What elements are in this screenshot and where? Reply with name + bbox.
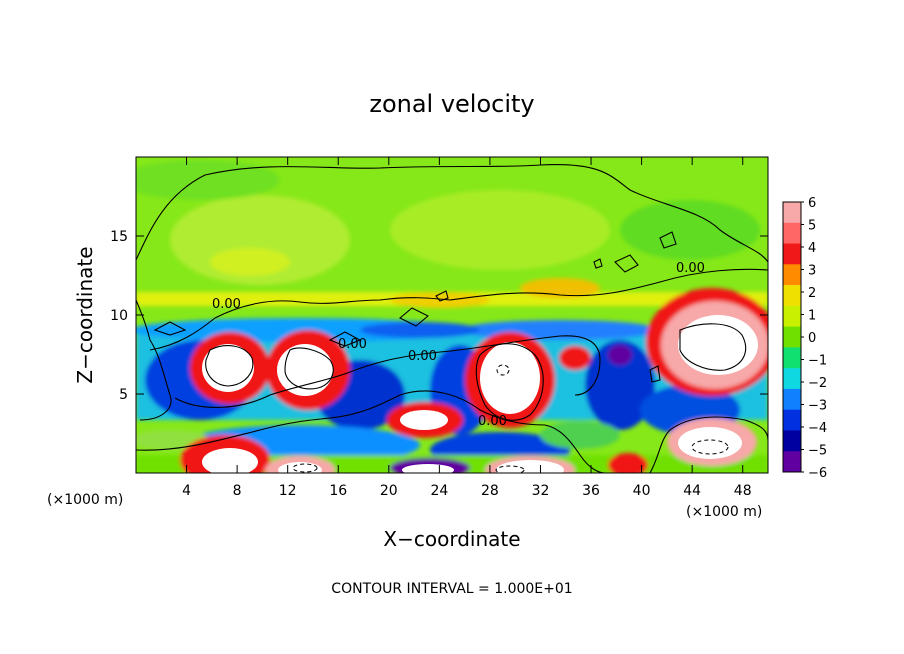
x-axis: 4 8 12 16 20 24 28 32 36 40 44 48 [182, 157, 752, 499]
colorbar-swatch [783, 368, 801, 390]
plot-area: 0.00 0.00 0.00 0.00 0.00 [136, 157, 768, 473]
x-tick-label: 36 [582, 483, 600, 499]
colorbar-swatch [783, 285, 801, 307]
x-tick-label: 24 [430, 483, 448, 499]
x-axis-label: X−coordinate [383, 527, 520, 551]
contour-interval-note: CONTOUR INTERVAL = 1.000E+01 [331, 581, 572, 597]
x-tick-label: 32 [532, 483, 550, 499]
colorbar-label: −5 [808, 444, 827, 459]
y-tick-label: 15 [110, 229, 128, 245]
x-tick-label: 28 [481, 483, 499, 499]
colorbar-swatch [783, 222, 801, 245]
contour-label: 0.00 [478, 414, 507, 429]
chart-title: zonal velocity [369, 90, 534, 118]
colorbar-swatch [783, 388, 801, 411]
colorbar-swatch [783, 347, 801, 369]
x-tick-label: 16 [329, 483, 347, 499]
colorbar-label: 6 [808, 196, 816, 211]
colorbar-label: −2 [808, 376, 827, 391]
colorbar-swatch [783, 326, 801, 348]
contour-label: 0.00 [408, 349, 437, 364]
colorbar-label: −6 [808, 466, 827, 481]
contour-label: 0.00 [338, 337, 367, 352]
colorbar: 6 5 4 3 2 1 0 −1 −2 −3 −4 −5 −6 [782, 196, 827, 481]
colorbar-swatch [783, 243, 801, 265]
x-tick-label: 12 [279, 483, 297, 499]
colorbar-swatch [783, 202, 801, 224]
x-tick-label: 44 [683, 483, 701, 499]
colorbar-label: 0 [808, 331, 816, 346]
x-tick-label: 20 [380, 483, 398, 499]
colorbar-label: −4 [808, 421, 827, 436]
x-tick-label: 48 [734, 483, 752, 499]
x-tick-label: 8 [233, 483, 242, 499]
x-tick-label: 4 [182, 483, 191, 499]
dashed-contours [292, 364, 729, 473]
colorbar-label: 4 [808, 241, 816, 256]
contour-label: 0.00 [676, 261, 705, 276]
colorbar-swatch [783, 451, 801, 473]
x-unit-right: (×1000 m) [686, 504, 762, 520]
x-tick-label: 40 [633, 483, 651, 499]
colorbar-label: 3 [808, 264, 816, 279]
colorbar-swatch [783, 409, 801, 431]
colorbar-label: 1 [808, 309, 816, 324]
colorbar-label: 2 [808, 286, 816, 301]
y-tick-label: 10 [110, 308, 128, 324]
colorbar-swatch [783, 430, 801, 452]
contour-labels: 0.00 0.00 0.00 0.00 0.00 [212, 261, 705, 429]
colorbar-label: 5 [808, 219, 816, 234]
y-tick-label: 5 [119, 387, 128, 403]
colorbar-label: −1 [808, 354, 827, 369]
x-unit-left: (×1000 m) [47, 492, 123, 508]
colorbar-label: −3 [808, 399, 827, 414]
y-axis-label: Z−coordinate [73, 246, 97, 383]
y-axis: 5 10 15 [110, 229, 768, 403]
contour-label: 0.00 [212, 297, 241, 312]
colorbar-swatch [783, 305, 801, 328]
contour-lines [136, 164, 768, 473]
colorbar-swatch [783, 264, 801, 286]
